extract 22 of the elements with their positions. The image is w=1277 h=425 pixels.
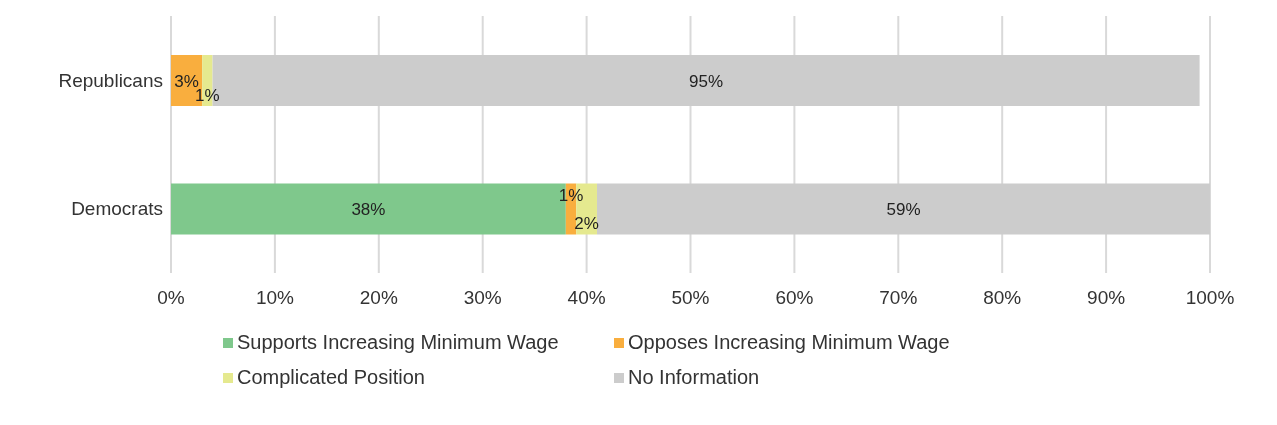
x-tick-label: 100%	[1185, 287, 1235, 309]
data-label: 2%	[574, 214, 599, 233]
legend-label: No Information	[628, 366, 760, 389]
x-tick-label: 50%	[671, 287, 710, 309]
legend-label: Opposes Increasing Minimum Wage	[628, 331, 950, 354]
data-label: 95%	[689, 71, 724, 91]
x-tick-label: 0%	[157, 287, 185, 309]
data-label: 1%	[558, 186, 584, 205]
legend-label: Complicated Position	[237, 366, 425, 389]
legend-label: Supports Increasing Minimum Wage	[237, 331, 559, 354]
x-tick-label: 20%	[359, 287, 398, 309]
data-label: 59%	[886, 200, 921, 219]
x-tick-label: 80%	[983, 287, 1022, 309]
x-tick-label: 10%	[255, 287, 295, 309]
x-tick-label: 70%	[879, 287, 918, 309]
y-tick-label: Republicans	[58, 70, 163, 91]
x-tick-label: 40%	[567, 287, 606, 309]
y-tick-label: Democrats	[71, 198, 163, 220]
data-label: 38%	[351, 200, 386, 219]
x-tick-label: 90%	[1087, 287, 1126, 309]
x-tick-label: 30%	[463, 287, 502, 309]
x-tick-label: 60%	[775, 287, 814, 309]
